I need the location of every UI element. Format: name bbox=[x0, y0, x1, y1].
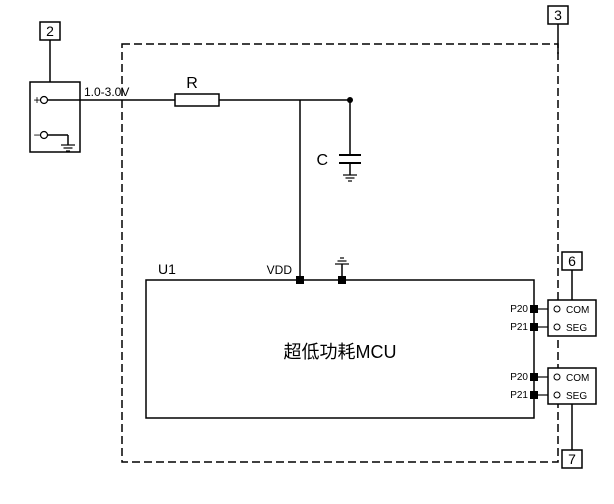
callout-6-label: 6 bbox=[568, 253, 576, 269]
p20-label-b: P20 bbox=[510, 372, 528, 383]
callout-3-label: 3 bbox=[554, 7, 562, 23]
p20-label-a: P20 bbox=[510, 304, 528, 315]
ground-icon bbox=[61, 145, 75, 151]
p21-label-b: P21 bbox=[510, 390, 528, 401]
pin-vdd bbox=[296, 276, 304, 284]
plus-icon: + bbox=[33, 93, 40, 107]
seg-label-a: SEG bbox=[566, 323, 587, 334]
com-label-a: COM bbox=[566, 305, 589, 316]
minus-terminal bbox=[41, 132, 48, 139]
pin-p20-a bbox=[530, 305, 538, 313]
cap-label: C bbox=[316, 152, 328, 169]
ground-icon bbox=[343, 175, 357, 181]
pin-p21-b bbox=[530, 391, 538, 399]
callout-7-label: 7 bbox=[568, 451, 576, 467]
circuit-diagram: 3 + − 2 1.0-3.0V R C 超低功耗MCU U1 VDD bbox=[0, 0, 614, 504]
p21-label-a: P21 bbox=[510, 322, 528, 333]
resistor-label: R bbox=[186, 75, 198, 92]
pin-gnd bbox=[338, 276, 346, 284]
mcu-ref: U1 bbox=[158, 261, 176, 277]
com-label-b: COM bbox=[566, 373, 589, 384]
minus-icon: − bbox=[33, 128, 40, 142]
callout-2-label: 2 bbox=[46, 23, 54, 39]
seg-label-b: SEG bbox=[566, 391, 587, 402]
plus-terminal bbox=[41, 97, 48, 104]
pin-p21-a bbox=[530, 323, 538, 331]
ground-icon bbox=[335, 258, 349, 264]
resistor bbox=[175, 94, 219, 106]
vdd-label: VDD bbox=[267, 263, 293, 277]
mcu-text: 超低功耗MCU bbox=[284, 342, 397, 362]
pin-p20-b bbox=[530, 373, 538, 381]
voltage-label: 1.0-3.0V bbox=[84, 85, 129, 99]
